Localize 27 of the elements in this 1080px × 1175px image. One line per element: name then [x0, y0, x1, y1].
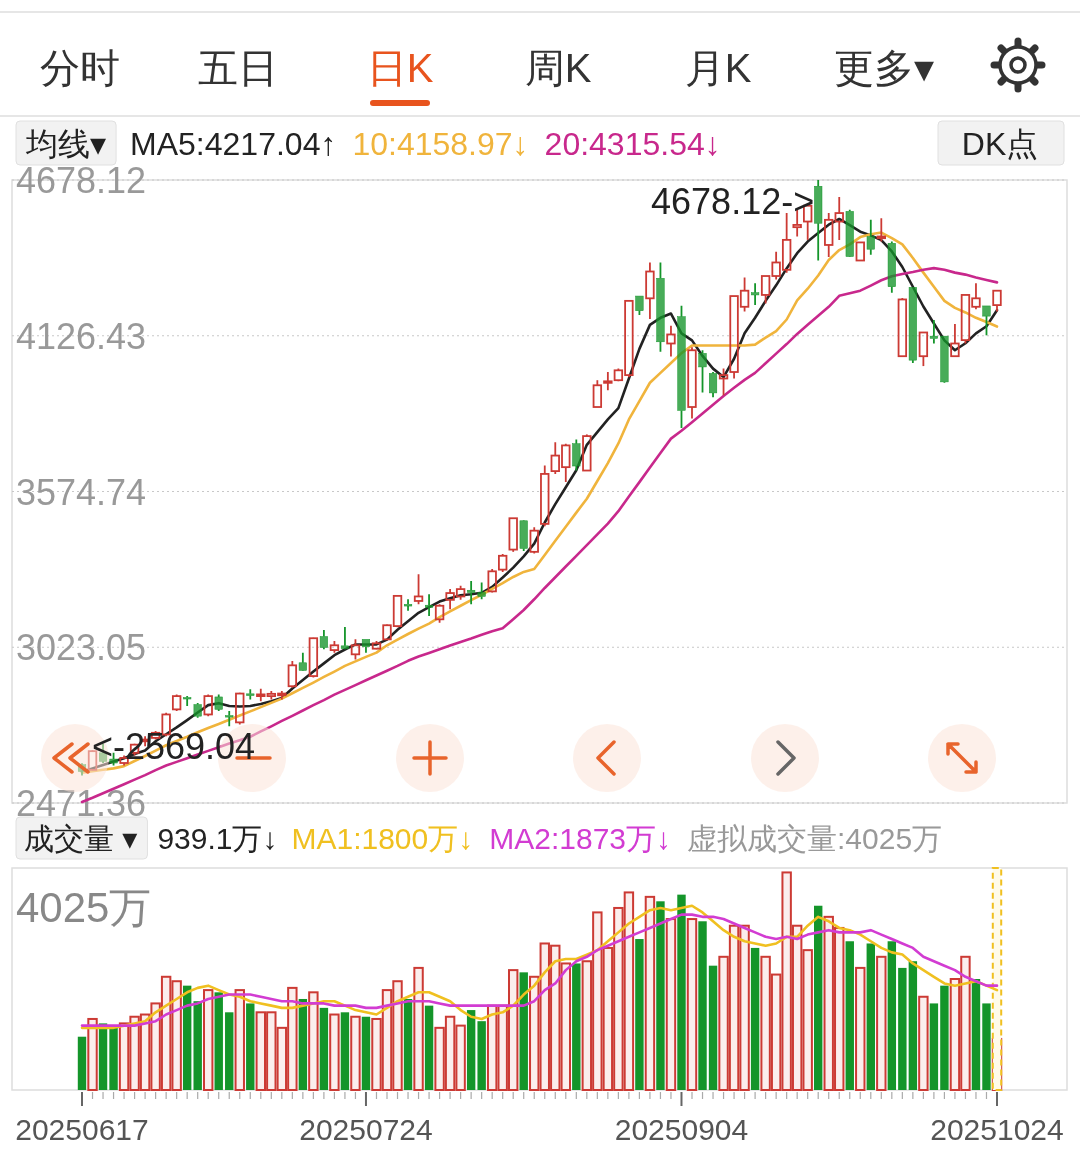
text: MA5:4217.04↑ — [130, 126, 337, 162]
y-tick-label: 2471.36 — [16, 783, 147, 824]
text: 20:4315.54↓ — [544, 126, 721, 162]
y-tick-label: 4678.12 — [16, 160, 147, 201]
text: 分时 — [40, 46, 120, 90]
text: 10:4158.97↓ — [352, 126, 529, 162]
x-tick-label: 20250617 — [15, 1113, 149, 1146]
annotation: 4678.12-> — [651, 181, 815, 222]
y-tick-label: 3023.05 — [16, 627, 147, 669]
text: 成交量 ▾ — [24, 822, 138, 855]
x-tick-label: 20251024 — [930, 1113, 1064, 1146]
text: 939.1万↓ — [157, 822, 278, 855]
text: MA2:1873万↓ — [489, 822, 672, 855]
text: 日K — [366, 46, 434, 90]
y-tick-label: 4126.43 — [16, 315, 147, 357]
text: 五日 — [198, 46, 278, 90]
text: 周K — [524, 46, 592, 90]
text: 均线▾ — [25, 126, 107, 162]
y-tick-label: 3574.74 — [16, 471, 147, 513]
text: 更多▾ — [833, 46, 935, 90]
text: 虚拟成交量:4025万 — [687, 822, 943, 855]
x-tick-label: 20250724 — [299, 1113, 433, 1146]
text: MA1:1800万↓ — [291, 822, 474, 855]
x-tick-label: 20250904 — [614, 1113, 749, 1146]
annotation: 4025万 — [16, 884, 152, 931]
text: 月K — [684, 46, 752, 90]
text: DK点 — [961, 126, 1039, 162]
